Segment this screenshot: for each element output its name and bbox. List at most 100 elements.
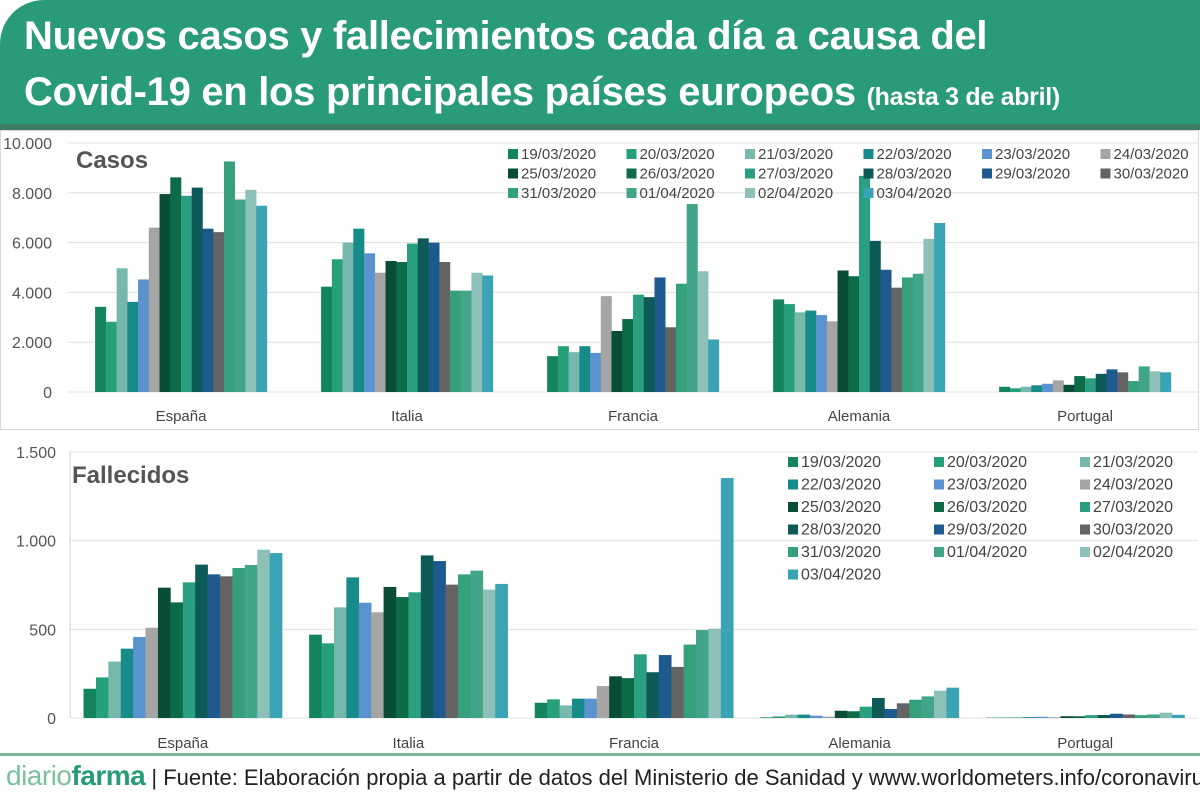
legend-label: 23/03/2020 bbox=[995, 146, 1070, 163]
legend-swatch bbox=[1080, 502, 1090, 512]
bar bbox=[428, 242, 440, 392]
y-tick-label: 10.000 bbox=[3, 136, 52, 153]
bar bbox=[1074, 376, 1086, 392]
bar bbox=[696, 630, 709, 718]
bar bbox=[202, 228, 214, 392]
legend-swatch bbox=[745, 188, 755, 198]
legend-swatch bbox=[745, 168, 755, 179]
legend-swatch bbox=[934, 479, 944, 490]
bar bbox=[223, 161, 235, 392]
bar bbox=[95, 677, 109, 718]
bar bbox=[805, 310, 817, 392]
legend-swatch bbox=[1100, 149, 1111, 159]
bar bbox=[364, 253, 376, 392]
legend-label: 28/03/2020 bbox=[801, 522, 881, 539]
bar bbox=[611, 330, 623, 392]
y-tick-label: 0 bbox=[43, 385, 52, 402]
legend-label: 19/03/2020 bbox=[801, 454, 881, 471]
bar bbox=[1035, 716, 1049, 718]
bar bbox=[120, 648, 134, 718]
bar bbox=[170, 177, 182, 392]
legend-swatch bbox=[788, 524, 798, 535]
bar bbox=[83, 688, 97, 718]
legend-label: 02/04/2020 bbox=[758, 185, 833, 202]
y-tick-label: 1.500 bbox=[16, 445, 56, 462]
legend-swatch bbox=[1100, 168, 1111, 179]
bar bbox=[482, 275, 494, 392]
bar bbox=[116, 268, 128, 392]
bar bbox=[912, 273, 924, 392]
bar bbox=[133, 636, 146, 718]
logo-farma: farma bbox=[71, 760, 146, 791]
bar bbox=[1085, 378, 1097, 392]
bar bbox=[534, 702, 548, 718]
bar bbox=[321, 643, 335, 718]
bar bbox=[697, 271, 709, 392]
bar bbox=[269, 553, 283, 718]
bar bbox=[671, 666, 684, 718]
legend-swatch bbox=[626, 168, 637, 179]
bar bbox=[600, 296, 612, 392]
bar bbox=[1072, 716, 1086, 718]
x-category-label: Francia bbox=[609, 735, 660, 752]
bar bbox=[547, 356, 559, 392]
bar bbox=[869, 240, 881, 392]
bar bbox=[439, 262, 451, 392]
bar bbox=[321, 286, 333, 392]
bar bbox=[331, 259, 343, 392]
bar bbox=[182, 582, 196, 718]
legend-label: 24/03/2020 bbox=[1114, 146, 1189, 163]
legend-swatch bbox=[788, 457, 798, 467]
legend-label: 21/03/2020 bbox=[758, 146, 833, 163]
legend-swatch bbox=[934, 457, 944, 467]
bar bbox=[547, 699, 560, 718]
bar bbox=[998, 717, 1012, 718]
bar bbox=[460, 290, 472, 392]
bar bbox=[408, 592, 422, 718]
bar bbox=[934, 690, 947, 718]
chart-title: Casos bbox=[76, 147, 148, 174]
legend-label: 29/03/2020 bbox=[995, 166, 1070, 183]
legend-swatch bbox=[863, 168, 874, 179]
footer-divider bbox=[0, 753, 1200, 756]
bar bbox=[654, 277, 666, 392]
bar bbox=[232, 567, 246, 718]
bar bbox=[834, 710, 848, 718]
bar bbox=[1106, 369, 1118, 392]
bar bbox=[495, 583, 508, 718]
legend-swatch bbox=[788, 547, 798, 557]
bar bbox=[105, 321, 117, 392]
x-category-label: Alemania bbox=[828, 408, 891, 425]
bar bbox=[1095, 373, 1107, 392]
bar bbox=[471, 272, 483, 392]
bar bbox=[1042, 383, 1054, 392]
logo-diario: diario bbox=[6, 760, 72, 791]
legend-swatch bbox=[1080, 524, 1090, 535]
bar bbox=[333, 607, 347, 718]
bar bbox=[837, 270, 849, 392]
y-tick-label: 500 bbox=[29, 622, 56, 639]
bar bbox=[946, 687, 960, 718]
legend-label: 22/03/2020 bbox=[877, 146, 952, 163]
bar bbox=[797, 714, 811, 718]
bar bbox=[207, 574, 221, 718]
x-category-label: Portugal bbox=[1057, 735, 1113, 752]
legend-swatch bbox=[626, 149, 637, 159]
bar bbox=[385, 261, 397, 392]
bar bbox=[108, 661, 122, 718]
bar bbox=[794, 312, 806, 392]
legend-swatch bbox=[982, 149, 992, 159]
bar bbox=[407, 243, 419, 392]
legend-label: 23/03/2020 bbox=[947, 477, 1027, 494]
bar bbox=[1122, 714, 1136, 718]
bar bbox=[609, 676, 622, 718]
bar bbox=[1031, 385, 1043, 392]
bar bbox=[633, 294, 645, 392]
bar bbox=[1147, 714, 1160, 718]
legend-label: 24/03/2020 bbox=[1093, 477, 1173, 494]
bar bbox=[170, 602, 184, 718]
legend-swatch bbox=[788, 502, 798, 512]
bar bbox=[783, 304, 795, 392]
legend-label: 01/04/2020 bbox=[947, 544, 1027, 561]
bar bbox=[1110, 713, 1123, 718]
